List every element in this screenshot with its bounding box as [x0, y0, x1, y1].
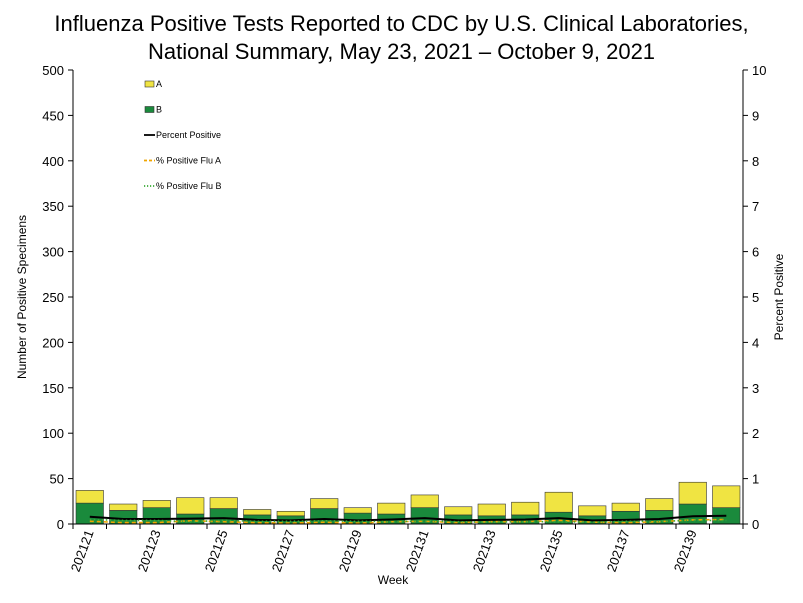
bar-b-202121	[75, 502, 104, 525]
y-tick-label: 50	[50, 472, 64, 487]
bar-a-202123	[142, 500, 171, 508]
lines-group	[89, 514, 727, 524]
legend-label: B	[156, 105, 162, 115]
legend-label: % Positive Flu A	[156, 156, 221, 166]
bar-a-202133	[477, 503, 506, 517]
bar-a-202136	[578, 505, 607, 517]
y2-tick-label: 9	[752, 108, 759, 123]
bar-a-202135	[544, 491, 573, 513]
x-tick-label: 202125	[202, 528, 231, 574]
y2-tick-label: 6	[752, 245, 759, 260]
x-axis-title: Week	[378, 573, 409, 587]
chart-title-line-1: Influenza Positive Tests Reported to CDC…	[54, 11, 749, 36]
legend-swatch	[144, 80, 155, 88]
x-tick-label: 202133	[470, 528, 499, 574]
chart-title: Influenza Positive Tests Reported to CDC…	[0, 10, 803, 66]
y2-tick-label: 10	[752, 63, 766, 78]
x-tick-label: 202123	[135, 528, 164, 574]
legend-swatch	[144, 106, 155, 113]
bar-a-202125	[209, 497, 238, 509]
x-tick-label: 202131	[403, 528, 432, 574]
legend-label: % Positive Flu B	[156, 181, 222, 191]
bar-a-202137	[611, 502, 640, 512]
y-tick-label: 400	[42, 154, 64, 169]
line-percent-positive	[89, 514, 727, 522]
legend-label: Percent Positive	[156, 130, 221, 140]
bar-a-202138	[645, 498, 674, 511]
axes-group: 0 50 100 150 200 250 300 350 400 450 500 0 1 2 3 4 5 6 7 8 9…	[42, 63, 766, 574]
y2-tick-label: 1	[752, 472, 759, 487]
bar-a-202124	[176, 497, 205, 515]
y2-tick-label: 3	[752, 381, 759, 396]
bar-a-202130	[377, 502, 406, 515]
legend-item-a: A	[144, 79, 162, 89]
y2-tick-label: 8	[752, 154, 759, 169]
y-tick-label: 500	[42, 63, 64, 78]
bar-a-202139	[678, 481, 707, 505]
bar-a-202131	[410, 494, 439, 508]
x-tick-label: 202129	[336, 528, 365, 574]
y2-axis-title: Percent Positive	[772, 253, 786, 340]
bar-a-202126	[243, 509, 272, 516]
y-tick-label: 450	[42, 108, 64, 123]
bar-a-202129	[343, 507, 372, 514]
y-tick-label: 250	[42, 290, 64, 305]
bar-a-202127	[276, 510, 305, 517]
y2-tick-label: 2	[752, 426, 759, 441]
bar-a-202128	[310, 498, 339, 509]
x-tick-label: 202137	[604, 528, 633, 574]
line-positive-flu-a	[89, 518, 727, 524]
legend-item-positive-flu-b: % Positive Flu B	[144, 181, 222, 191]
bars-group	[75, 481, 741, 525]
legend-item-b: B	[144, 105, 162, 115]
y-tick-label: 150	[42, 381, 64, 396]
y2-tick-label: 7	[752, 199, 759, 214]
y2-tick-label: 0	[752, 517, 759, 532]
legend-label: A	[156, 79, 162, 89]
bar-a-202121	[75, 490, 104, 504]
y-tick-label: 200	[42, 335, 64, 350]
x-tick-label: 202127	[269, 528, 298, 574]
y2-tick-label: 5	[752, 290, 759, 305]
bar-a-202134	[511, 501, 540, 516]
legend-item-percent-positive: Percent Positive	[144, 130, 221, 140]
chart-title-line-2: National Summary, May 23, 2021 – October…	[147, 39, 656, 64]
y-axis-title: Number of Positive Specimens	[15, 215, 29, 379]
bar-a-202132	[444, 506, 473, 516]
x-tick-label: 202135	[537, 528, 566, 574]
y-tick-label: 350	[42, 199, 64, 214]
y-tick-label: 100	[42, 426, 64, 441]
y2-tick-label: 4	[752, 335, 759, 350]
y-tick-label: 0	[57, 517, 64, 532]
bar-a-202122	[109, 503, 138, 511]
x-tick-label: 202139	[671, 528, 700, 574]
legend-item-positive-flu-a: % Positive Flu A	[144, 156, 221, 166]
y-tick-label: 300	[42, 245, 64, 260]
x-tick-label: 202121	[68, 528, 97, 574]
legend: A B Percent Positive % Positive Flu A % Posi…	[144, 79, 222, 191]
bar-a-202140	[712, 485, 741, 508]
